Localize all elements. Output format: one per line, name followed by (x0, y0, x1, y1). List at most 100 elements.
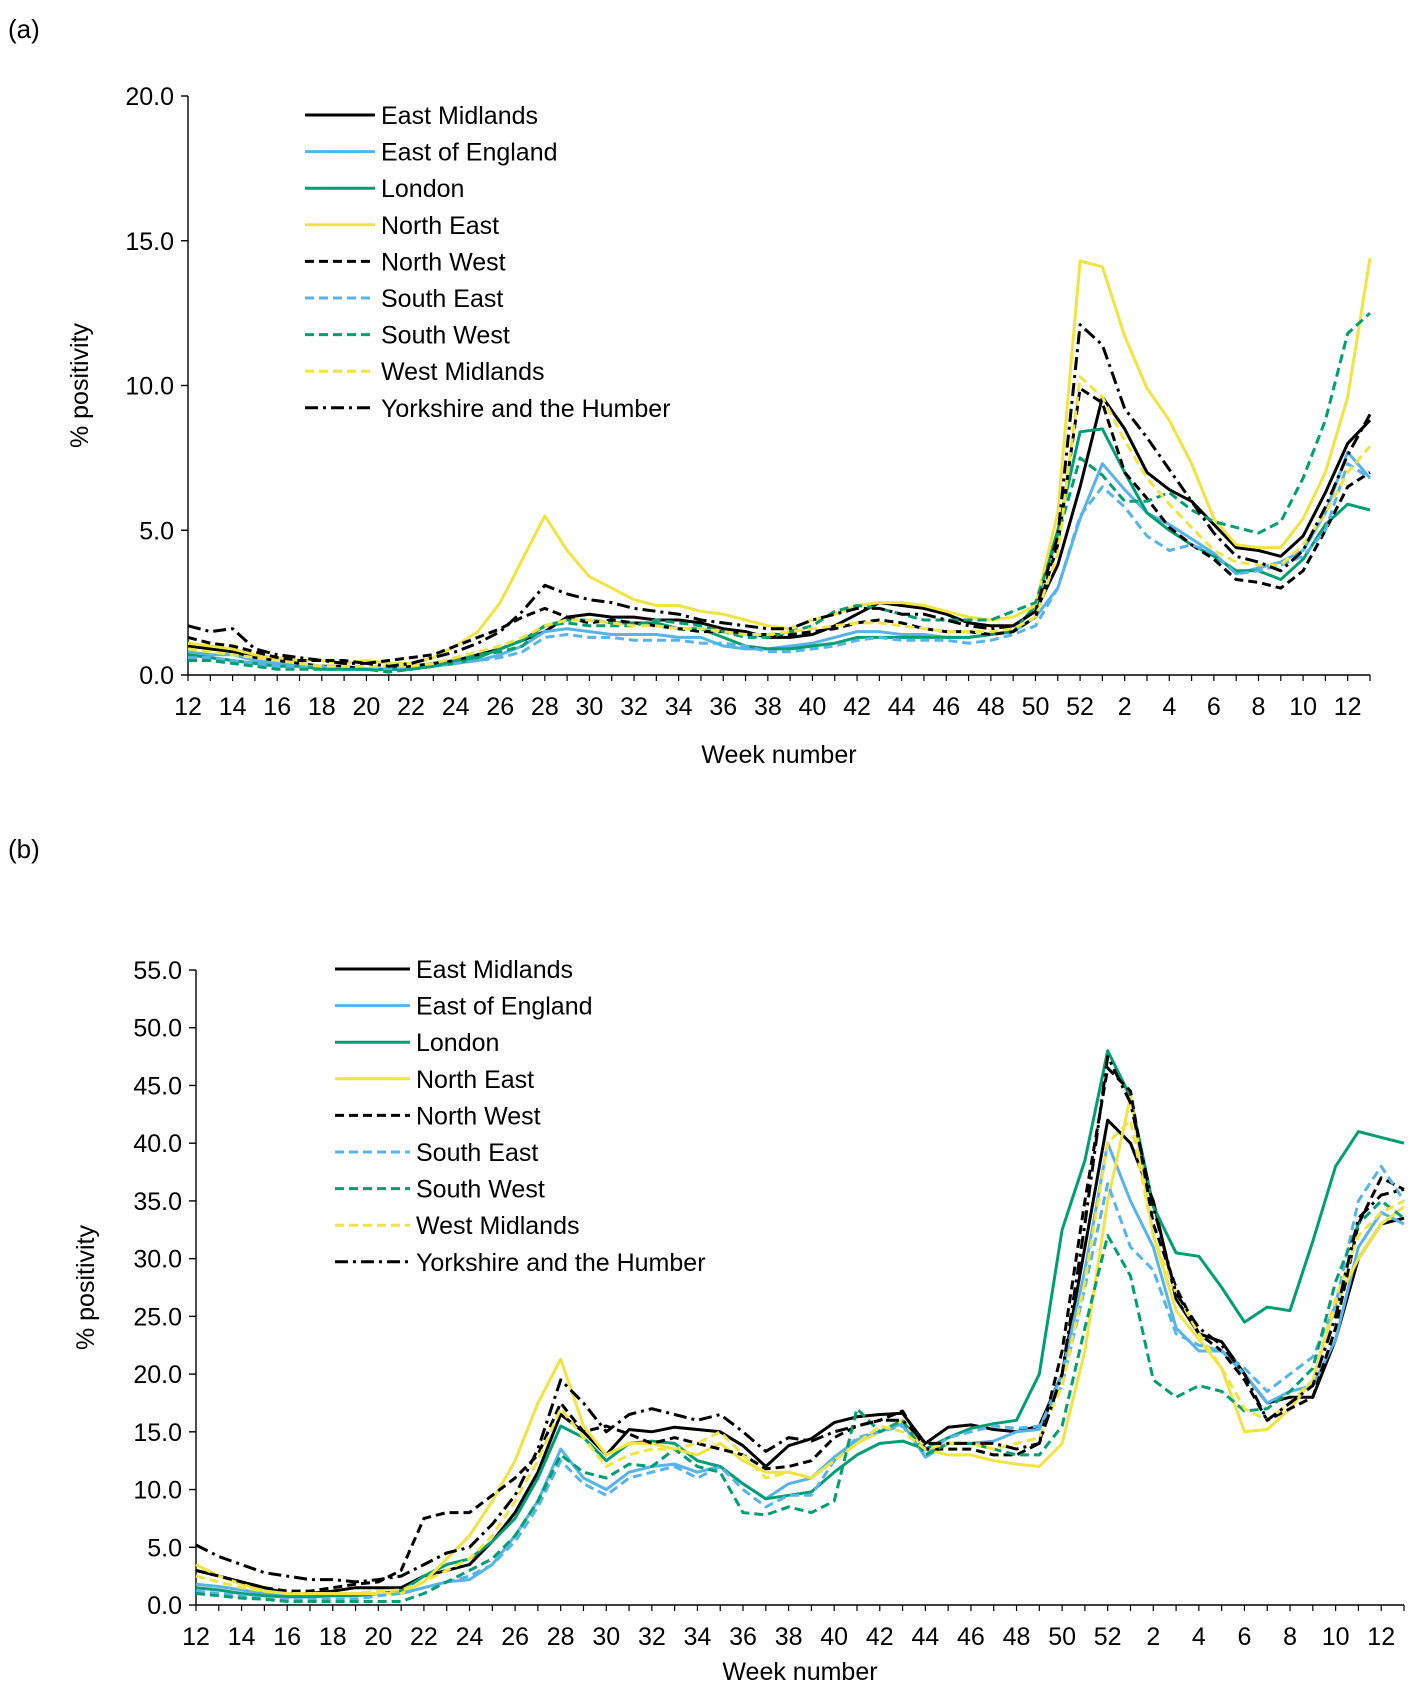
x-tick-label: 36 (709, 693, 737, 721)
x-axis-title: Week number (722, 1658, 877, 1684)
series-line-yorkshire-and-the-humber (187, 323, 1372, 668)
legend-label: North West (381, 248, 506, 276)
panel-label: (a) (8, 14, 40, 44)
chart-panel-a: (a)0.05.010.015.020.012 14 16 18 20 22 24 26 28 3… (8, 14, 1372, 769)
x-tick-label: 50 (1048, 1623, 1076, 1651)
legend-label: Yorkshire and the Humber (381, 395, 671, 423)
x-tick-label: 24 (456, 1623, 484, 1651)
legend-label: East of England (381, 139, 558, 167)
y-tick-label: 35.0 (133, 1188, 182, 1216)
x-tick-label: 12 (1367, 1623, 1395, 1651)
legend-label: Yorkshire and the Humber (416, 1249, 706, 1277)
y-tick-label: 5.0 (139, 517, 174, 545)
x-tick-label: 6 (1237, 1623, 1251, 1651)
x-tick-label: 46 (957, 1623, 985, 1651)
x-tick-label: 6 (1207, 693, 1221, 721)
x-tick-label: 38 (775, 1623, 803, 1651)
x-tick-label: 4 (1192, 1623, 1206, 1651)
series-line-yorkshire-and-the-humber (195, 1055, 1405, 1584)
x-tick-label: 30 (592, 1623, 620, 1651)
series-line-north-west (187, 386, 1371, 665)
y-tick-label: 55.0 (133, 957, 182, 985)
legend-label: East of England (416, 993, 593, 1021)
x-tick-label: 12 (174, 693, 202, 721)
legend-label: North West (416, 1102, 541, 1130)
x-tick-label: 40 (820, 1623, 848, 1651)
series-line-west-midlands (195, 1118, 1405, 1595)
series-line-london (195, 1049, 1405, 1599)
x-tick-label: 18 (319, 1623, 347, 1651)
x-tick-label: 48 (977, 693, 1005, 721)
legend-label: West Midlands (381, 358, 545, 386)
x-tick-label: 16 (273, 1623, 301, 1651)
x-tick-label: 38 (754, 693, 782, 721)
legend: East Midlands East of England London North … (335, 956, 706, 1277)
series-line-south-east (195, 1164, 1406, 1601)
x-tick-label: 50 (1022, 693, 1050, 721)
series-line-south-east (188, 462, 1371, 671)
y-tick-label: 15.0 (125, 228, 174, 256)
legend-label: North East (381, 212, 499, 240)
x-tick-label: 10 (1289, 693, 1317, 721)
x-tick-label: 8 (1283, 1623, 1297, 1651)
y-tick-label: 40.0 (133, 1130, 182, 1158)
series-line-north-west (195, 1066, 1405, 1593)
x-tick-label: 42 (866, 1623, 894, 1651)
x-tick-label: 32 (638, 1623, 666, 1651)
series-line-south-west (188, 311, 1372, 674)
x-tick-label: 2 (1146, 1623, 1160, 1651)
y-tick-label: 0.0 (139, 662, 174, 690)
x-tick-label: 44 (888, 693, 916, 721)
y-tick-label: 5.0 (147, 1534, 182, 1562)
x-tick-label: 52 (1066, 693, 1094, 721)
y-axis-title: % positivity (72, 1224, 100, 1350)
series-line-west-midlands (187, 375, 1372, 668)
y-tick-label: 0.0 (147, 1592, 182, 1620)
y-tick-label: 15.0 (133, 1419, 182, 1447)
x-tick-label: 20 (364, 1623, 392, 1651)
x-tick-label: 42 (843, 693, 871, 721)
y-tick-label: 10.0 (125, 373, 174, 401)
x-tick-label: 22 (410, 1623, 438, 1651)
series-line-east-midlands (195, 1118, 1405, 1595)
x-tick-label: 44 (911, 1623, 939, 1651)
y-tick-label: 20.0 (133, 1361, 182, 1389)
x-tick-label: 24 (442, 693, 470, 721)
y-tick-label: 20.0 (125, 83, 174, 111)
y-tick-label: 50.0 (133, 1015, 182, 1043)
series-line-south-west (195, 1199, 1405, 1603)
x-tick-label: 34 (684, 1623, 712, 1651)
x-tick-label: 8 (1252, 693, 1266, 721)
x-tick-label: 28 (531, 693, 559, 721)
x-tick-label: 16 (263, 693, 291, 721)
x-tick-label: 20 (353, 693, 381, 721)
legend-label: South East (416, 1139, 538, 1167)
legend-label: South West (416, 1176, 545, 1204)
legend-label: South East (381, 285, 503, 313)
x-tick-label: 30 (576, 693, 604, 721)
x-tick-label: 22 (397, 693, 425, 721)
x-tick-label: 36 (729, 1623, 757, 1651)
x-tick-label: 14 (228, 1623, 256, 1651)
x-tick-label: 4 (1162, 693, 1176, 721)
x-tick-label: 46 (932, 693, 960, 721)
x-tick-label: 12 (182, 1623, 210, 1651)
x-axis-title: Week number (701, 741, 856, 769)
legend-label: London (381, 175, 464, 203)
legend: East Midlands East of England London North … (305, 102, 671, 423)
x-tick-label: 28 (547, 1623, 575, 1651)
legend-label: East Midlands (381, 102, 538, 130)
x-tick-label: 26 (501, 1623, 529, 1651)
y-tick-label: 25.0 (133, 1303, 182, 1331)
x-tick-label: 34 (665, 693, 693, 721)
panel-label: (b) (8, 834, 40, 864)
y-axis-title: % positivity (66, 322, 94, 448)
legend-label: East Midlands (416, 956, 573, 984)
y-tick-label: 10.0 (133, 1477, 182, 1505)
x-tick-label: 52 (1094, 1623, 1122, 1651)
y-tick-label: 30.0 (133, 1246, 182, 1274)
x-tick-label: 40 (799, 693, 827, 721)
x-tick-label: 2 (1118, 693, 1132, 721)
legend-label: London (416, 1029, 499, 1057)
